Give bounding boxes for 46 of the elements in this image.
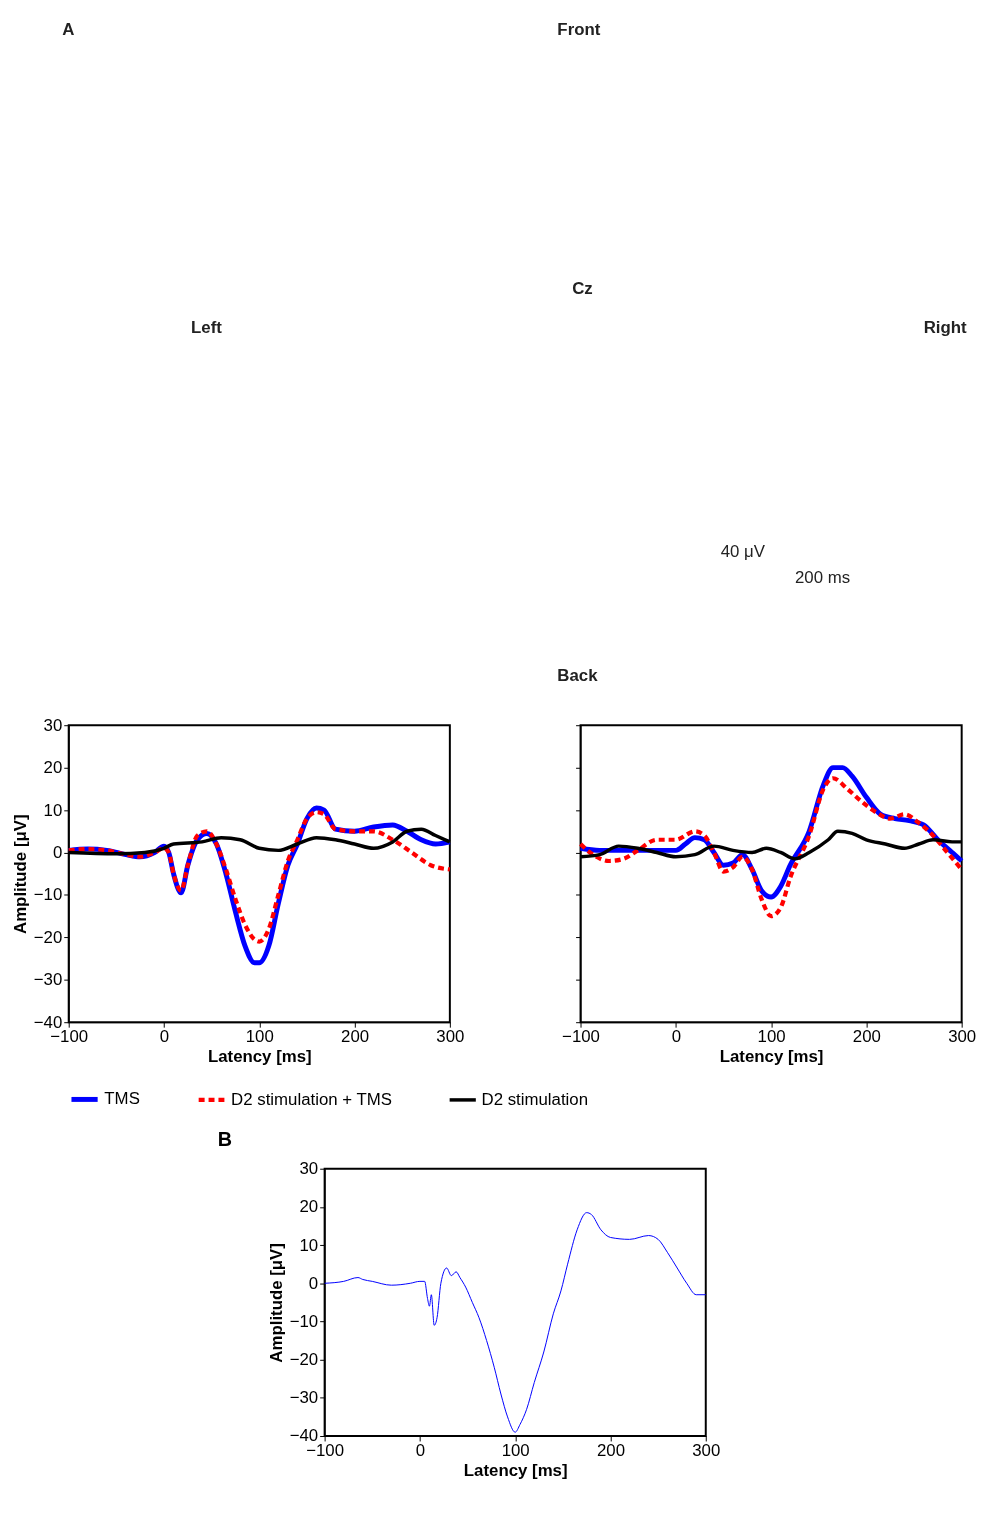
line-series [66,810,452,944]
y-tick-label: 0 [308,1273,319,1293]
text: A [62,20,75,40]
y-tick-label: 0 [52,842,63,862]
legend-label: D2 stimulation + TMS [231,1089,392,1109]
x-axis-title: Latency [ms] [719,1047,824,1067]
y-tick-label: 10 [43,800,63,820]
y-tick-label: −20 [33,927,63,947]
text: 40 μV [720,542,766,562]
x-tick-label: 300 [692,1441,721,1461]
legend-label: D2 stimulation [481,1089,589,1109]
text: Front [557,20,601,40]
x-axis-title: Latency [ms] [463,1461,568,1481]
text: Cz [572,278,593,298]
x-tick-label: −100 [562,1027,600,1047]
y-tick-label: 20 [43,758,63,778]
y-tick-label: −30 [33,970,63,990]
text: 200 ms [794,568,851,588]
x-tick-label: 0 [415,1441,426,1461]
x-tick-label: 300 [436,1027,465,1047]
y-tick-label: 20 [299,1197,319,1217]
x-tick-label: 100 [245,1027,274,1047]
chart-title: B [217,1127,233,1150]
text: Right [923,317,967,337]
x-tick-label: 200 [341,1027,370,1047]
legend-label: TMS [104,1089,140,1109]
y-tick-label: 10 [299,1235,319,1255]
y-tick-label: −10 [33,885,63,905]
y-tick-label: −30 [289,1388,319,1408]
y-tick-label: 30 [43,715,63,735]
y-tick-label: −20 [289,1350,319,1370]
x-tick-label: 0 [671,1027,681,1047]
text: Back [557,666,599,686]
x-tick-label: 100 [757,1027,786,1047]
line-series [324,1212,707,1433]
x-tick-label: 300 [948,1027,977,1047]
x-tick-label: 200 [596,1441,626,1461]
y-tick-label: −10 [289,1311,319,1331]
y-axis-title: Amplitude [μV] [10,814,30,934]
y-axis-title: Amplitude [μV] [266,1243,286,1363]
text: Left [191,317,223,337]
x-tick-label: 0 [159,1027,170,1047]
x-tick-label: 200 [852,1027,881,1047]
x-axis-title: Latency [ms] [207,1047,312,1067]
y-tick-label: 30 [299,1159,319,1179]
x-tick-label: 100 [501,1441,530,1461]
